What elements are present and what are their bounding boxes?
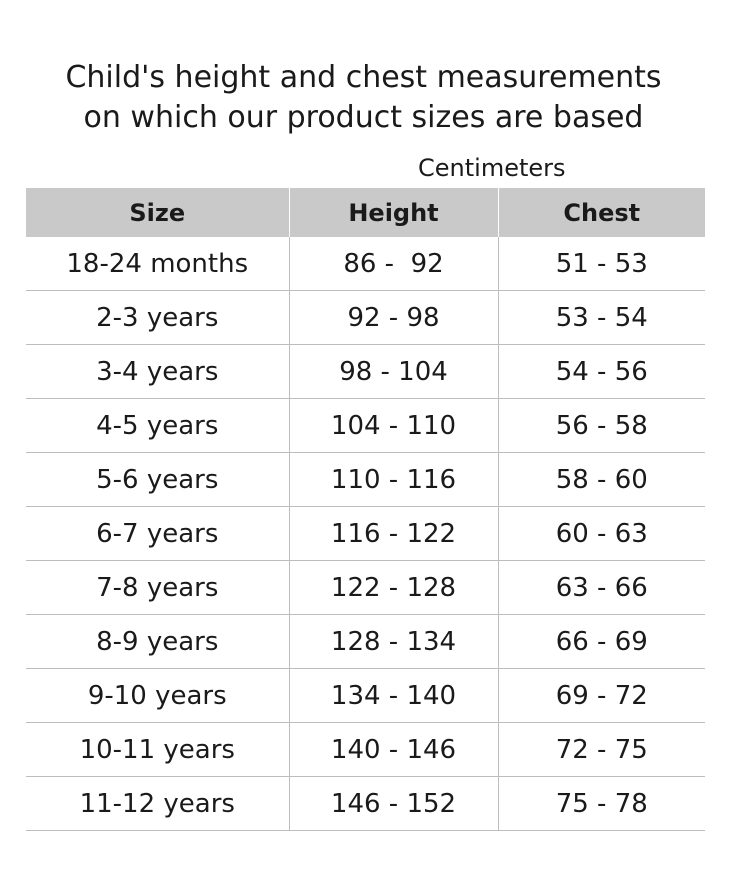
cell-height: 140 - 146 <box>288 722 498 777</box>
cell-height: 116 - 122 <box>288 506 498 561</box>
cell-size: 9-10 years <box>26 668 289 723</box>
table-row: 5-6 years 110 - 116 58 - 60 <box>26 452 705 507</box>
cell-chest: 60 - 63 <box>497 506 705 561</box>
cell-chest: 54 - 56 <box>497 344 705 399</box>
cell-size: 11-12 years <box>26 776 289 831</box>
header-chest: Chest <box>497 188 705 237</box>
cell-height: 146 - 152 <box>288 776 498 831</box>
table-row: 11-12 years 146 - 152 75 - 78 <box>26 776 705 831</box>
header-height: Height <box>288 188 498 237</box>
cell-chest: 75 - 78 <box>497 776 705 831</box>
cell-size: 7-8 years <box>26 560 289 615</box>
page-title: Child's height and chest measurements on… <box>0 58 727 138</box>
table-row: 18-24 months 86 - 92 51 - 53 <box>26 237 705 291</box>
table-row: 9-10 years 134 - 140 69 - 72 <box>26 668 705 723</box>
cell-chest: 63 - 66 <box>497 560 705 615</box>
cell-size: 6-7 years <box>26 506 289 561</box>
cell-size: 5-6 years <box>26 452 289 507</box>
cell-size: 2-3 years <box>26 290 289 345</box>
cell-height: 134 - 140 <box>288 668 498 723</box>
cell-height: 128 - 134 <box>288 614 498 669</box>
cell-size: 8-9 years <box>26 614 289 669</box>
cell-chest: 58 - 60 <box>497 452 705 507</box>
cell-chest: 66 - 69 <box>497 614 705 669</box>
cell-height: 92 - 98 <box>288 290 498 345</box>
table-row: 7-8 years 122 - 128 63 - 66 <box>26 560 705 615</box>
cell-size: 4-5 years <box>26 398 289 453</box>
size-chart-table: Size Height Chest 18-24 months 86 - 92 5… <box>26 188 705 831</box>
unit-label: Centimeters <box>418 154 566 182</box>
cell-size: 3-4 years <box>26 344 289 399</box>
cell-size: 10-11 years <box>26 722 289 777</box>
table-row: 4-5 years 104 - 110 56 - 58 <box>26 398 705 453</box>
cell-chest: 53 - 54 <box>497 290 705 345</box>
header-size: Size <box>26 188 289 237</box>
cell-height: 98 - 104 <box>288 344 498 399</box>
table-row: 2-3 years 92 - 98 53 - 54 <box>26 290 705 345</box>
cell-chest: 56 - 58 <box>497 398 705 453</box>
cell-height: 86 - 92 <box>288 237 498 291</box>
cell-chest: 69 - 72 <box>497 668 705 723</box>
title-line-2: on which our product sizes are based <box>83 100 644 135</box>
cell-height: 104 - 110 <box>288 398 498 453</box>
cell-size: 18-24 months <box>26 237 289 291</box>
cell-chest: 72 - 75 <box>497 722 705 777</box>
table-row: 3-4 years 98 - 104 54 - 56 <box>26 344 705 399</box>
title-line-1: Child's height and chest measurements <box>65 60 662 95</box>
table-header-row: Size Height Chest <box>26 188 705 237</box>
table-row: 8-9 years 128 - 134 66 - 69 <box>26 614 705 669</box>
cell-chest: 51 - 53 <box>497 237 705 291</box>
cell-height: 110 - 116 <box>288 452 498 507</box>
table-row: 6-7 years 116 - 122 60 - 63 <box>26 506 705 561</box>
cell-height: 122 - 128 <box>288 560 498 615</box>
table-row: 10-11 years 140 - 146 72 - 75 <box>26 722 705 777</box>
